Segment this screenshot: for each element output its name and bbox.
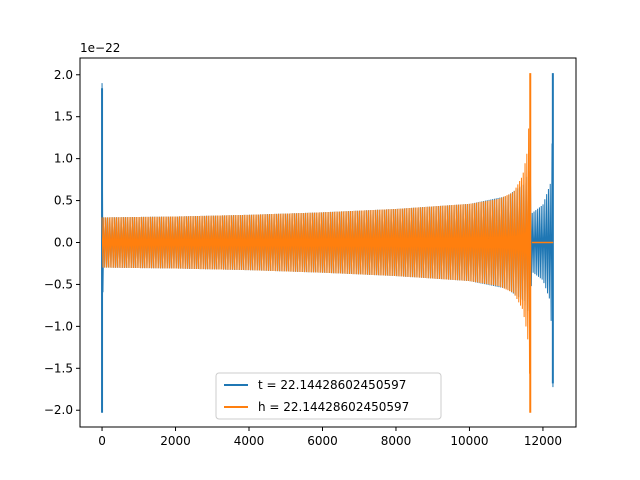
y-tick-label: 2.0 (54, 68, 73, 82)
legend-label-h: h = 22.14428602450597 (258, 400, 409, 414)
x-tick-label: 12000 (524, 434, 562, 448)
y-tick-label: 0.5 (54, 194, 73, 208)
y-tick-label: −0.5 (44, 277, 73, 291)
y-tick-label: −2.0 (44, 403, 73, 417)
x-tick-label: 2000 (160, 434, 191, 448)
x-tick-label: 10000 (450, 434, 488, 448)
y-tick-label: 1.0 (54, 152, 73, 166)
y-tick-label: −1.0 (44, 319, 73, 333)
x-tick-label: 4000 (234, 434, 265, 448)
y-tick-label: −1.5 (44, 361, 73, 375)
x-axis: 0 2000 4000 6000 8000 10000 12000 (98, 427, 562, 448)
x-tick-label: 0 (98, 434, 106, 448)
series-line-1 (101, 128, 531, 374)
y-tick-label: 0.0 (54, 236, 73, 250)
legend-label-t: t = 22.14428602450597 (258, 378, 406, 392)
x-tick-label: 6000 (307, 434, 338, 448)
y-axis: −2.0 −1.5 −1.0 −0.5 0.0 0.5 1.0 1.5 2.0 (44, 68, 80, 417)
legend: t = 22.14428602450597 h = 22.14428602450… (215, 372, 442, 420)
y-tick-label: 1.5 (54, 110, 73, 124)
x-tick-label: 8000 (381, 434, 412, 448)
y-offset-label: 1e−22 (80, 41, 120, 55)
legend-box (215, 372, 442, 420)
series-layer (101, 73, 554, 413)
